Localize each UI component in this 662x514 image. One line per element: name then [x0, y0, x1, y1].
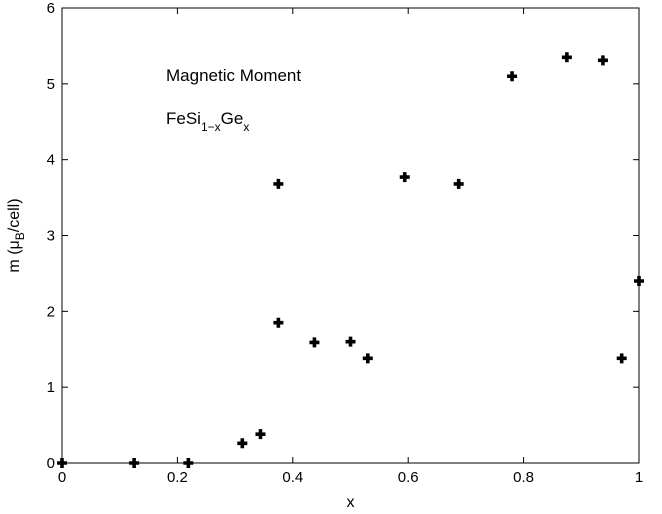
data-point: [309, 337, 320, 348]
data-point: [273, 317, 284, 328]
y-tick-label: 6: [47, 0, 55, 17]
y-tick-label: 4: [47, 152, 55, 169]
data-point: [507, 71, 518, 82]
x-tick-label: 0.2: [167, 469, 188, 486]
data-point: [634, 276, 644, 286]
data-point: [453, 178, 464, 189]
x-axis-label: x: [347, 494, 355, 511]
y-axis-label-main: m (μ: [6, 240, 23, 272]
formula-mid: Ge: [221, 109, 244, 128]
data-point: [345, 336, 356, 347]
data-point: [255, 429, 266, 440]
annotation-title: Magnetic Moment: [166, 66, 301, 85]
y-axis-label: m (μB/cell): [6, 198, 27, 272]
formula-base: FeSi: [166, 109, 201, 128]
data-point: [399, 172, 410, 183]
formula-subscript-1: 1−x: [201, 120, 221, 134]
data-point: [616, 353, 627, 364]
y-axis-label-rest: /cell): [6, 198, 23, 232]
data-point: [561, 52, 572, 63]
data-points: [57, 52, 644, 468]
formula-subscript-2: x: [243, 120, 249, 134]
annotation-formula: FeSi1−xGex: [166, 109, 249, 134]
y-tick-label: 3: [47, 228, 55, 245]
data-point: [129, 458, 140, 468]
y-tick-label: 2: [47, 303, 55, 320]
y-tick-label: 5: [47, 76, 55, 93]
y-tick-label: 1: [47, 379, 55, 396]
y-tick-label: 0: [47, 455, 55, 472]
x-tick-label: 0.4: [282, 469, 303, 486]
tick-labels: 0 0.2 0.4 0.6 0.8 1 0 1 2 3 4 5 6: [47, 0, 644, 486]
data-point: [237, 438, 248, 449]
x-tick-label: 0.8: [513, 469, 534, 486]
x-tick-label: 0.6: [398, 469, 419, 486]
data-point: [183, 458, 194, 468]
x-tick-label: 0: [58, 469, 66, 486]
y-axis-label-subscript: B: [13, 232, 27, 240]
data-point: [362, 353, 373, 364]
data-point: [57, 458, 67, 468]
plot-frame: [61, 7, 640, 464]
data-point: [597, 55, 608, 66]
data-point: [273, 178, 284, 189]
x-tick-label: 1: [635, 469, 643, 486]
